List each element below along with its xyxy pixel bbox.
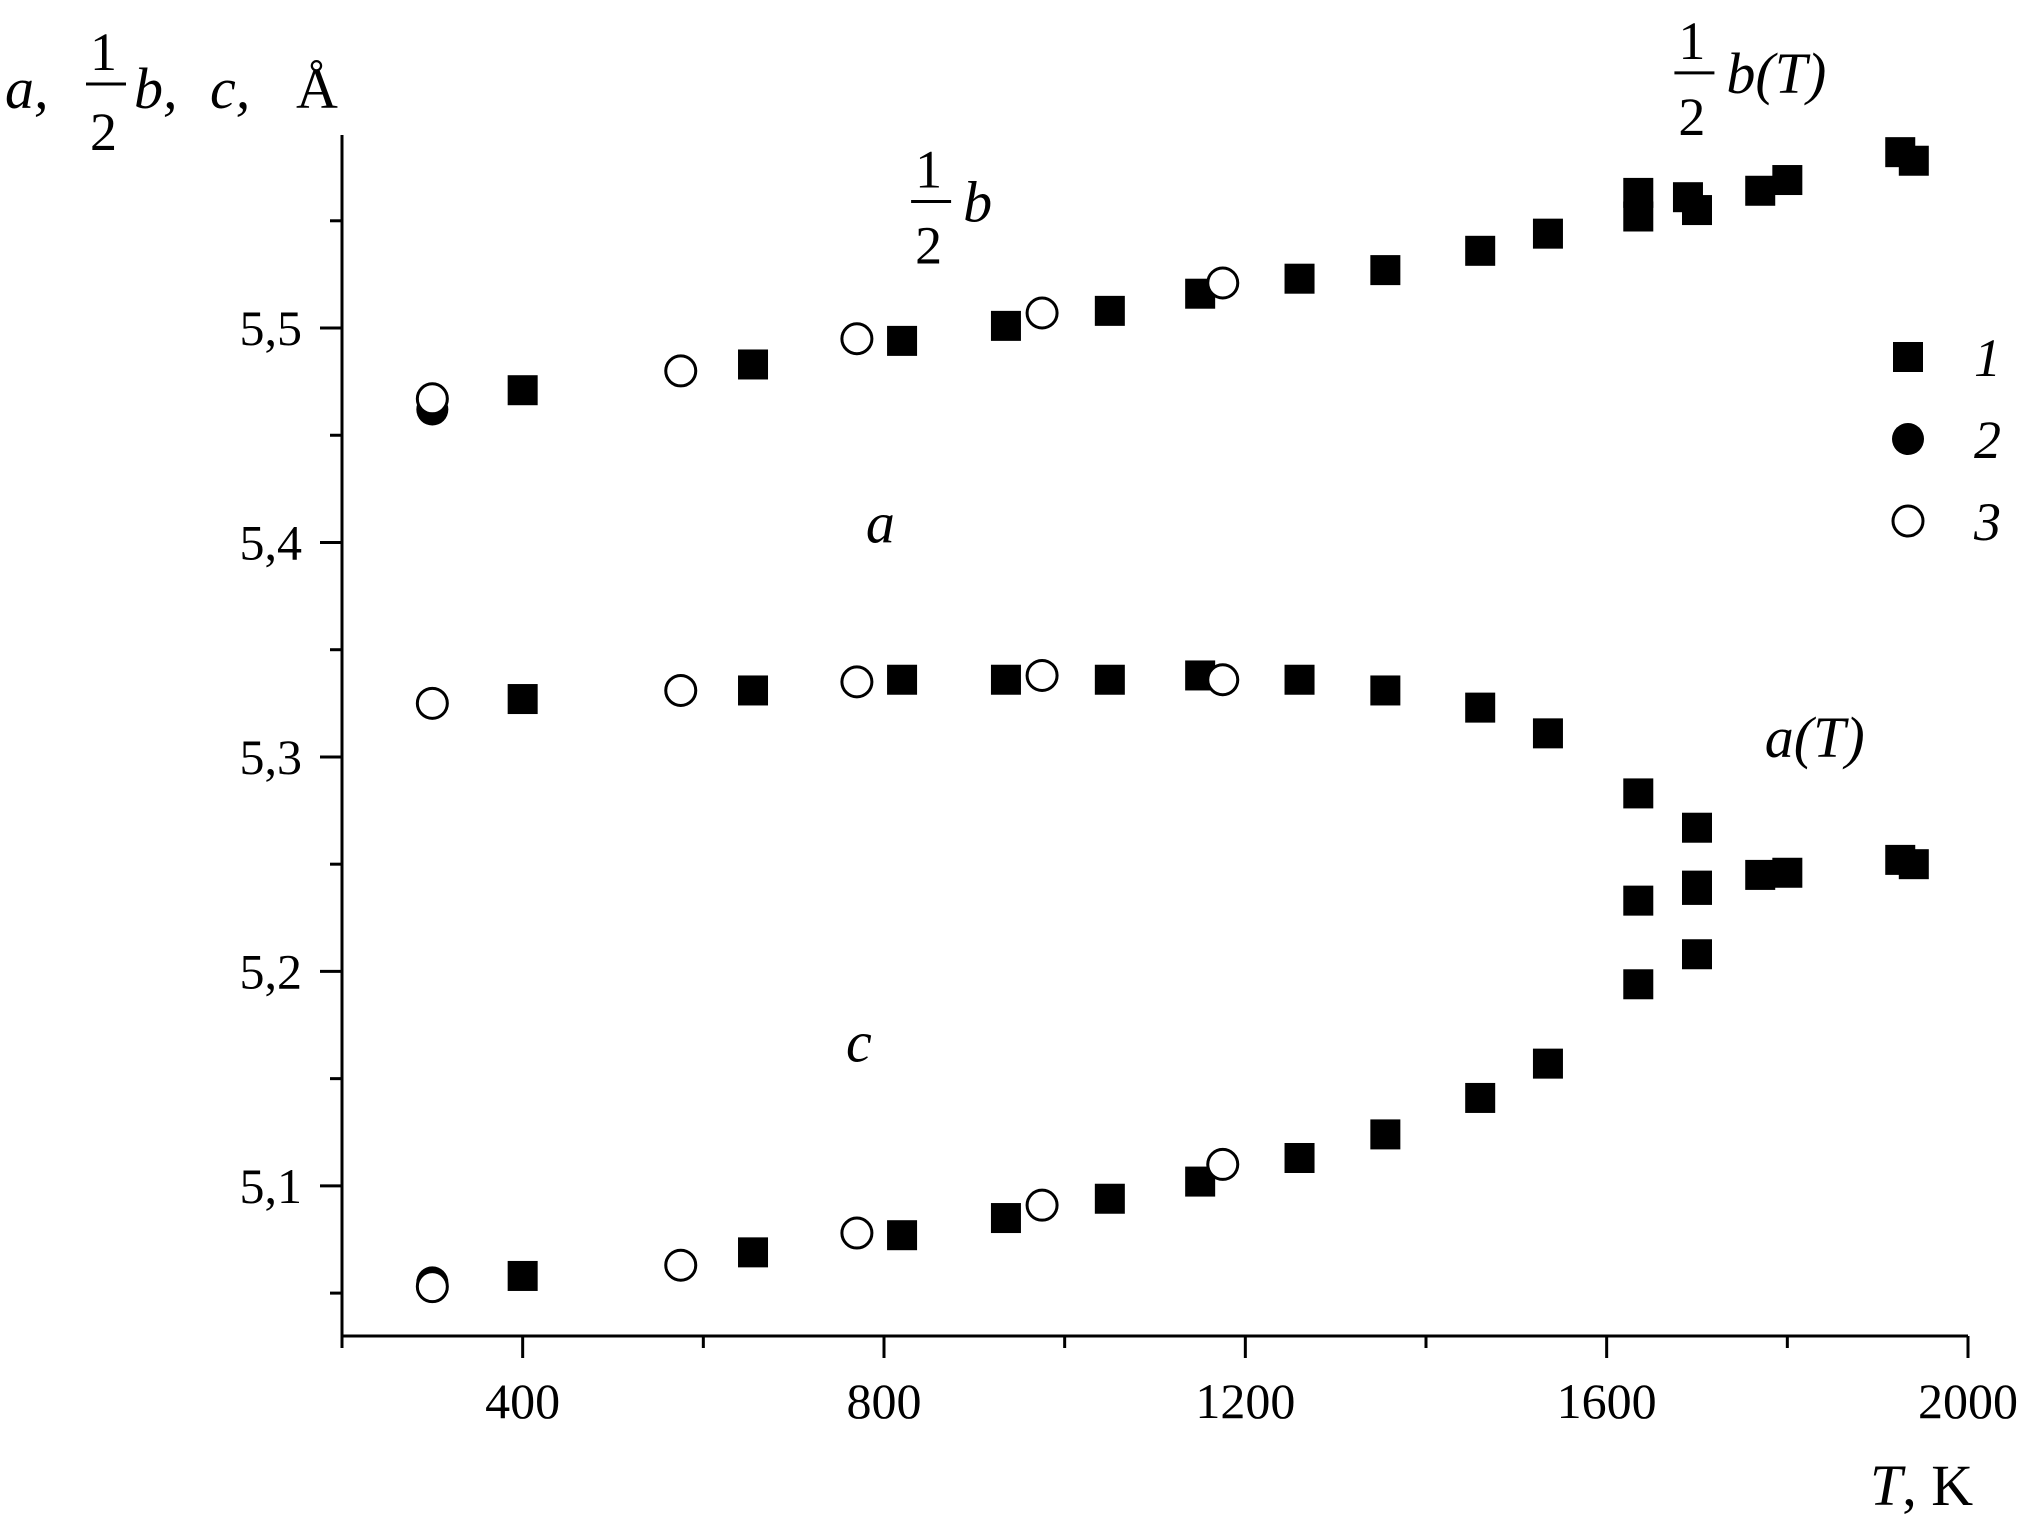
- data-point-series-3: [1025, 658, 1059, 692]
- data-point-series-3: [415, 382, 449, 416]
- y-tick-label: 5,2: [240, 943, 303, 999]
- data-point-series-3: [664, 673, 698, 707]
- data-point-series-1: [507, 1260, 538, 1291]
- data-point-series-1: [1745, 859, 1776, 890]
- data-point-series-1: [1465, 1082, 1496, 1113]
- annotation-half-b-text: b: [963, 170, 992, 235]
- data-point-series-1: [1094, 664, 1125, 695]
- annotation-half-b-T-den: 2: [1678, 87, 1705, 147]
- legend-marker-1: [1893, 342, 1923, 372]
- data-point-series-3: [1206, 266, 1240, 300]
- y-axis-title-b: b,: [134, 56, 178, 121]
- y-axis-title-unit: Å: [296, 56, 338, 121]
- legend-label-2: 2: [1974, 410, 2001, 470]
- data-point-series-1: [990, 310, 1021, 341]
- y-axis-title-c: c,: [210, 56, 250, 121]
- x-tick-label: 1600: [1557, 1373, 1657, 1429]
- x-axis: 400 800 1200 1600 2000: [340, 1336, 2018, 1429]
- data-point-series-3: [415, 686, 449, 720]
- data-point-series-1: [1284, 664, 1315, 695]
- annotation-c: c: [846, 1009, 872, 1074]
- data-point-series-1: [1370, 1119, 1401, 1150]
- data-point-series-1: [887, 664, 918, 695]
- data-point-series-1: [1745, 175, 1776, 206]
- data-point-series-1: [507, 375, 538, 406]
- legend: 1 2 3: [1891, 328, 2001, 552]
- legend-label-1: 1: [1974, 328, 2001, 388]
- data-point-series-1: [1682, 939, 1712, 970]
- data-point-series-1: [1284, 1142, 1315, 1173]
- data-point-series-3: [1206, 1147, 1240, 1181]
- data-point-series-1: [738, 349, 769, 380]
- x-tick-label: 2000: [1918, 1373, 2018, 1429]
- data-point-series-3: [415, 1270, 449, 1304]
- data-points: [415, 137, 1929, 1304]
- annotation-half-b-num: 1: [915, 140, 942, 200]
- data-point-series-1: [1465, 692, 1496, 723]
- data-point-series-1: [990, 664, 1021, 695]
- data-point-series-3: [1025, 296, 1059, 330]
- legend-label-3: 3: [1973, 492, 2001, 552]
- plot-frame: [340, 135, 1968, 1338]
- y-axis-title-frac-den: 2: [90, 102, 117, 162]
- data-point-series-1: [1370, 255, 1401, 286]
- data-point-series-1: [1284, 263, 1315, 294]
- data-point-series-1: [990, 1203, 1021, 1234]
- data-point-series-1: [1682, 812, 1712, 843]
- data-point-series-3: [664, 1248, 698, 1282]
- data-point-series-1: [1532, 718, 1563, 749]
- data-point-series-1: [887, 325, 918, 356]
- data-point-series-1: [1682, 195, 1712, 226]
- data-point-series-3: [1025, 1188, 1059, 1222]
- data-point-series-1: [507, 684, 538, 715]
- data-point-series-3: [840, 665, 874, 699]
- data-point-series-1: [1772, 857, 1803, 888]
- data-point-series-3: [1206, 663, 1240, 697]
- data-point-series-1: [1370, 675, 1401, 706]
- data-point-series-1: [1772, 165, 1803, 196]
- annotation-a-T: a(T): [1765, 705, 1865, 770]
- y-tick-label: 5,3: [240, 729, 303, 785]
- data-point-series-1: [1465, 235, 1496, 266]
- data-point-series-3: [664, 354, 698, 388]
- y-axis-title-frac-num: 1: [90, 22, 117, 82]
- data-point-series-1: [1623, 201, 1654, 232]
- data-point-series-1: [738, 1237, 769, 1268]
- annotation-a: a: [866, 490, 895, 555]
- y-axis-title-a: a,: [5, 56, 49, 121]
- annotation-half-b-den: 2: [915, 216, 942, 276]
- data-point-series-1: [1094, 295, 1125, 326]
- y-tick-label: 5,1: [240, 1158, 303, 1214]
- annotation-half-b-T-num: 1: [1678, 11, 1705, 71]
- x-tick-label: 400: [485, 1373, 560, 1429]
- x-axis-unit: , K: [1902, 1453, 1973, 1518]
- data-point-series-3: [840, 1216, 874, 1250]
- data-point-series-1: [1623, 969, 1654, 1000]
- data-point-series-1: [738, 675, 769, 706]
- legend-marker-2: [1892, 423, 1924, 455]
- y-axis: 5,1 5,2 5,3 5,4 5,5: [240, 219, 342, 1295]
- x-tick-label: 1200: [1195, 1373, 1295, 1429]
- y-axis-title: a, 1 2 b, c, Å: [5, 22, 338, 162]
- data-point-series-1: [1532, 1048, 1563, 1079]
- data-point-series-1: [1532, 218, 1563, 249]
- x-axis-title: T, K: [1870, 1453, 1973, 1518]
- x-tick-label: 800: [847, 1373, 922, 1429]
- data-point-series-1: [1094, 1183, 1125, 1214]
- data-point-series-1: [1898, 145, 1929, 176]
- annotation-half-b-T-text: b(T): [1726, 41, 1826, 106]
- data-point-series-1: [1682, 874, 1712, 905]
- data-point-series-1: [1623, 778, 1654, 809]
- x-axis-symbol: T: [1870, 1453, 1906, 1518]
- data-point-series-1: [887, 1220, 918, 1251]
- legend-marker-3: [1891, 504, 1925, 538]
- data-point-series-1: [1898, 849, 1929, 880]
- y-tick-label: 5,5: [240, 300, 303, 356]
- y-tick-label: 5,4: [240, 514, 303, 570]
- data-point-series-1: [1623, 885, 1654, 916]
- data-point-series-3: [840, 322, 874, 356]
